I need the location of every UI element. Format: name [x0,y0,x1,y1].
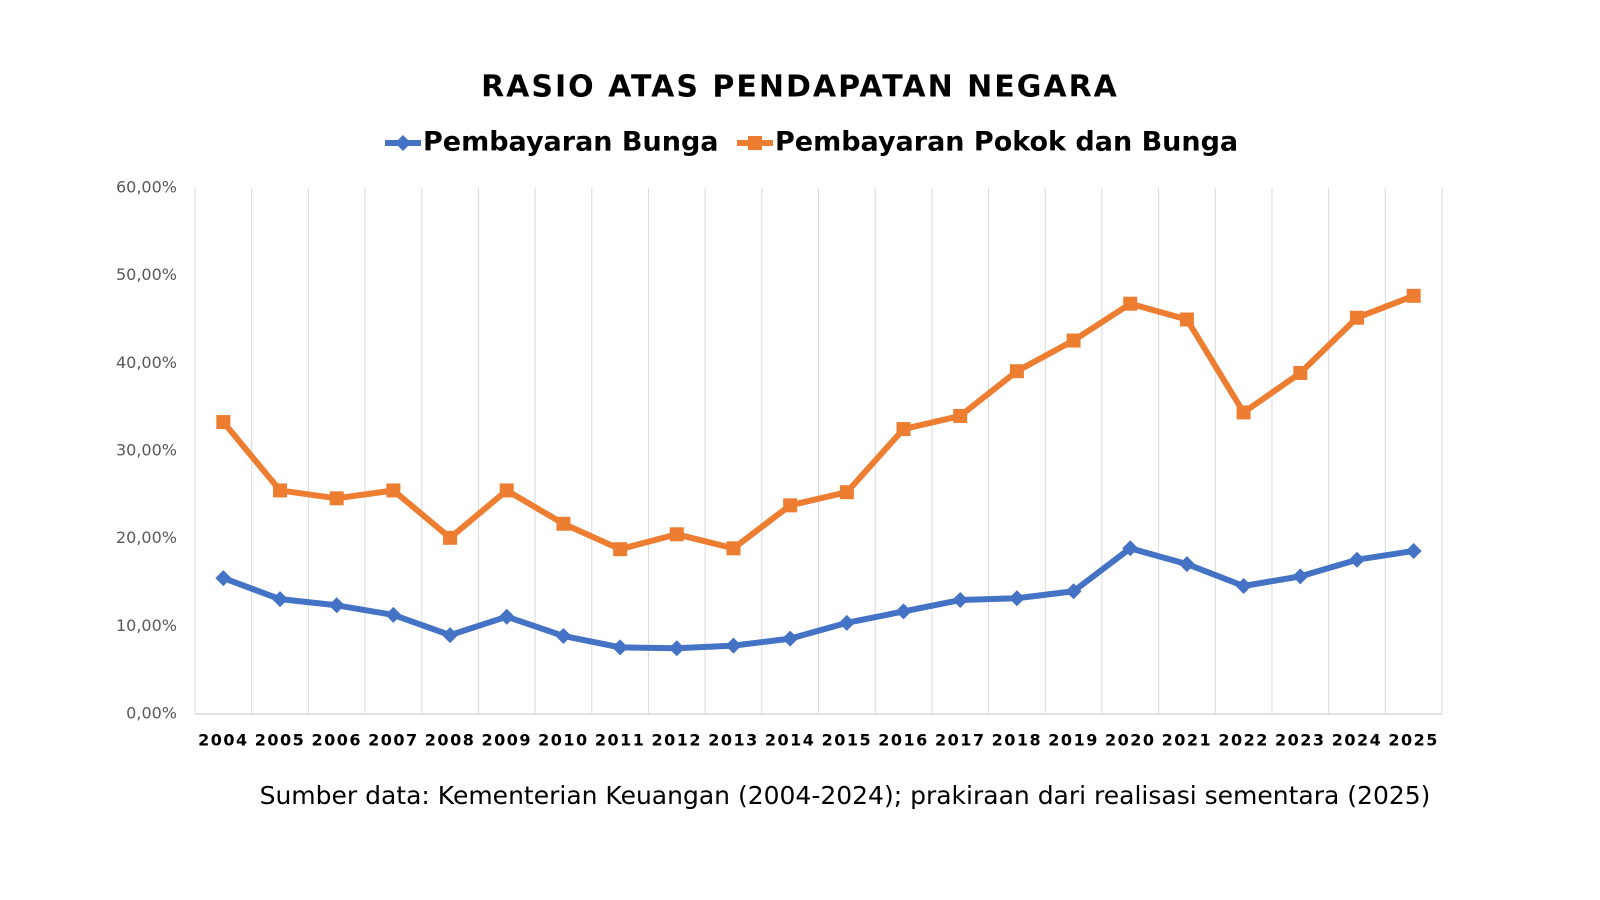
y-tick-label: 10,00% [116,616,177,635]
x-tick-label: 2021 [1162,731,1213,750]
data-point [443,530,458,545]
data-point [1405,542,1422,559]
x-tick-label: 2010 [538,731,589,750]
x-tick-label: 2023 [1275,731,1326,750]
y-tick-label: 60,00% [116,178,177,197]
data-point [1348,551,1365,568]
legend-label: Pembayaran Bunga [423,127,719,158]
y-tick-label: 30,00% [116,441,177,460]
chart-title: RASIO ATAS PENDAPATAN NEGARA [481,70,1119,105]
data-point [1236,405,1251,420]
x-tick-label: 2022 [1218,731,1269,750]
x-tick-label: 2004 [198,731,249,750]
data-point [498,608,515,625]
data-point [1065,583,1082,600]
source-note: Sumber data: Kementerian Keuangan (2004-… [260,781,1431,810]
x-tick-label: 2006 [311,731,362,750]
data-point [272,591,289,608]
series-line [222,545,1415,652]
data-point [1122,540,1139,557]
x-tick-label: 2015 [822,731,873,750]
legend-marker [395,135,411,151]
legend-label: Pembayaran Pokok dan Bunga [775,127,1238,158]
x-tick-label: 2007 [368,731,419,750]
data-point [555,627,572,644]
y-tick-label: 40,00% [116,353,177,372]
data-point [385,606,402,623]
data-point [556,516,571,531]
data-point [895,603,912,620]
data-point [1179,312,1194,327]
data-point [273,483,288,498]
data-point [216,415,231,430]
x-tick-label: 2019 [1048,731,1099,750]
data-point [499,483,514,498]
data-point [839,485,854,500]
data-point [1235,578,1252,595]
y-tick-label: 50,00% [116,265,177,284]
x-tick-label: 2018 [992,731,1043,750]
data-point [1293,365,1308,380]
data-point [669,527,684,542]
data-point [668,640,685,657]
x-tick-label: 2012 [652,731,703,750]
data-point [328,597,345,614]
x-tick-label: 2005 [255,731,306,750]
x-tick-label: 2025 [1388,731,1439,750]
x-tick-label: 2008 [425,731,476,750]
x-tick-label: 2009 [481,731,532,750]
data-point [1066,333,1081,348]
x-tick-label: 2020 [1105,731,1156,750]
data-point [783,498,798,513]
data-point [442,627,459,644]
data-point [896,422,911,437]
data-point [838,614,855,631]
data-point [725,637,742,654]
x-tick-label: 2017 [935,731,986,750]
x-tick-label: 2011 [595,731,646,750]
data-point [1178,556,1195,573]
data-point [952,592,969,609]
x-tick-label: 2024 [1332,731,1383,750]
data-point [215,570,232,587]
data-point [1009,364,1024,379]
data-point [1123,296,1138,311]
x-tick-label: 2016 [878,731,929,750]
y-tick-label: 0,00% [126,704,177,723]
legend-marker [748,136,762,150]
x-tick-label: 2014 [765,731,816,750]
data-point [1008,590,1025,607]
data-point [1406,288,1421,303]
data-point [386,483,401,498]
y-tick-label: 20,00% [116,528,177,547]
data-point [613,542,628,557]
data-point [726,541,741,556]
data-point [782,630,799,647]
data-point [329,491,344,506]
data-point [1292,568,1309,585]
series-line [221,293,1415,553]
data-point [1349,310,1364,325]
data-point [612,639,629,656]
data-point [953,408,968,423]
x-tick-label: 2013 [708,731,759,750]
